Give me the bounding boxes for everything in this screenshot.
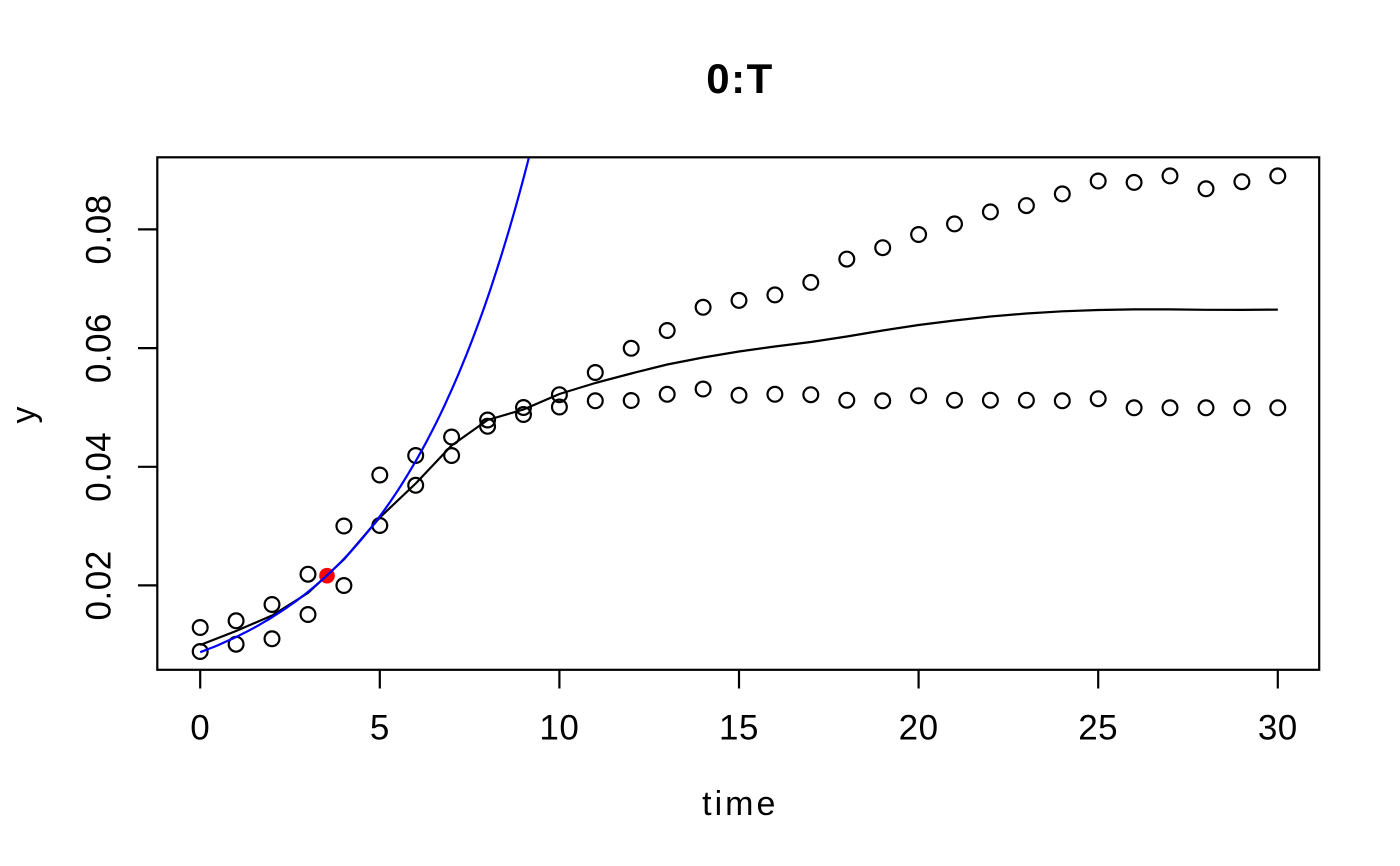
svg-text:0: 0 [190,708,210,747]
svg-text:y: y [5,404,43,424]
svg-text:25: 25 [1078,708,1118,747]
svg-text:time: time [702,785,778,823]
svg-text:0:T: 0:T [706,55,774,102]
svg-text:0.08: 0.08 [79,194,118,264]
svg-text:15: 15 [719,708,759,747]
svg-text:0.06: 0.06 [79,313,118,383]
svg-text:30: 30 [1258,708,1298,747]
svg-text:0.02: 0.02 [79,550,118,620]
svg-text:10: 10 [539,708,579,747]
svg-text:20: 20 [899,708,939,747]
svg-text:0.04: 0.04 [79,432,118,502]
svg-text:5: 5 [370,708,390,747]
